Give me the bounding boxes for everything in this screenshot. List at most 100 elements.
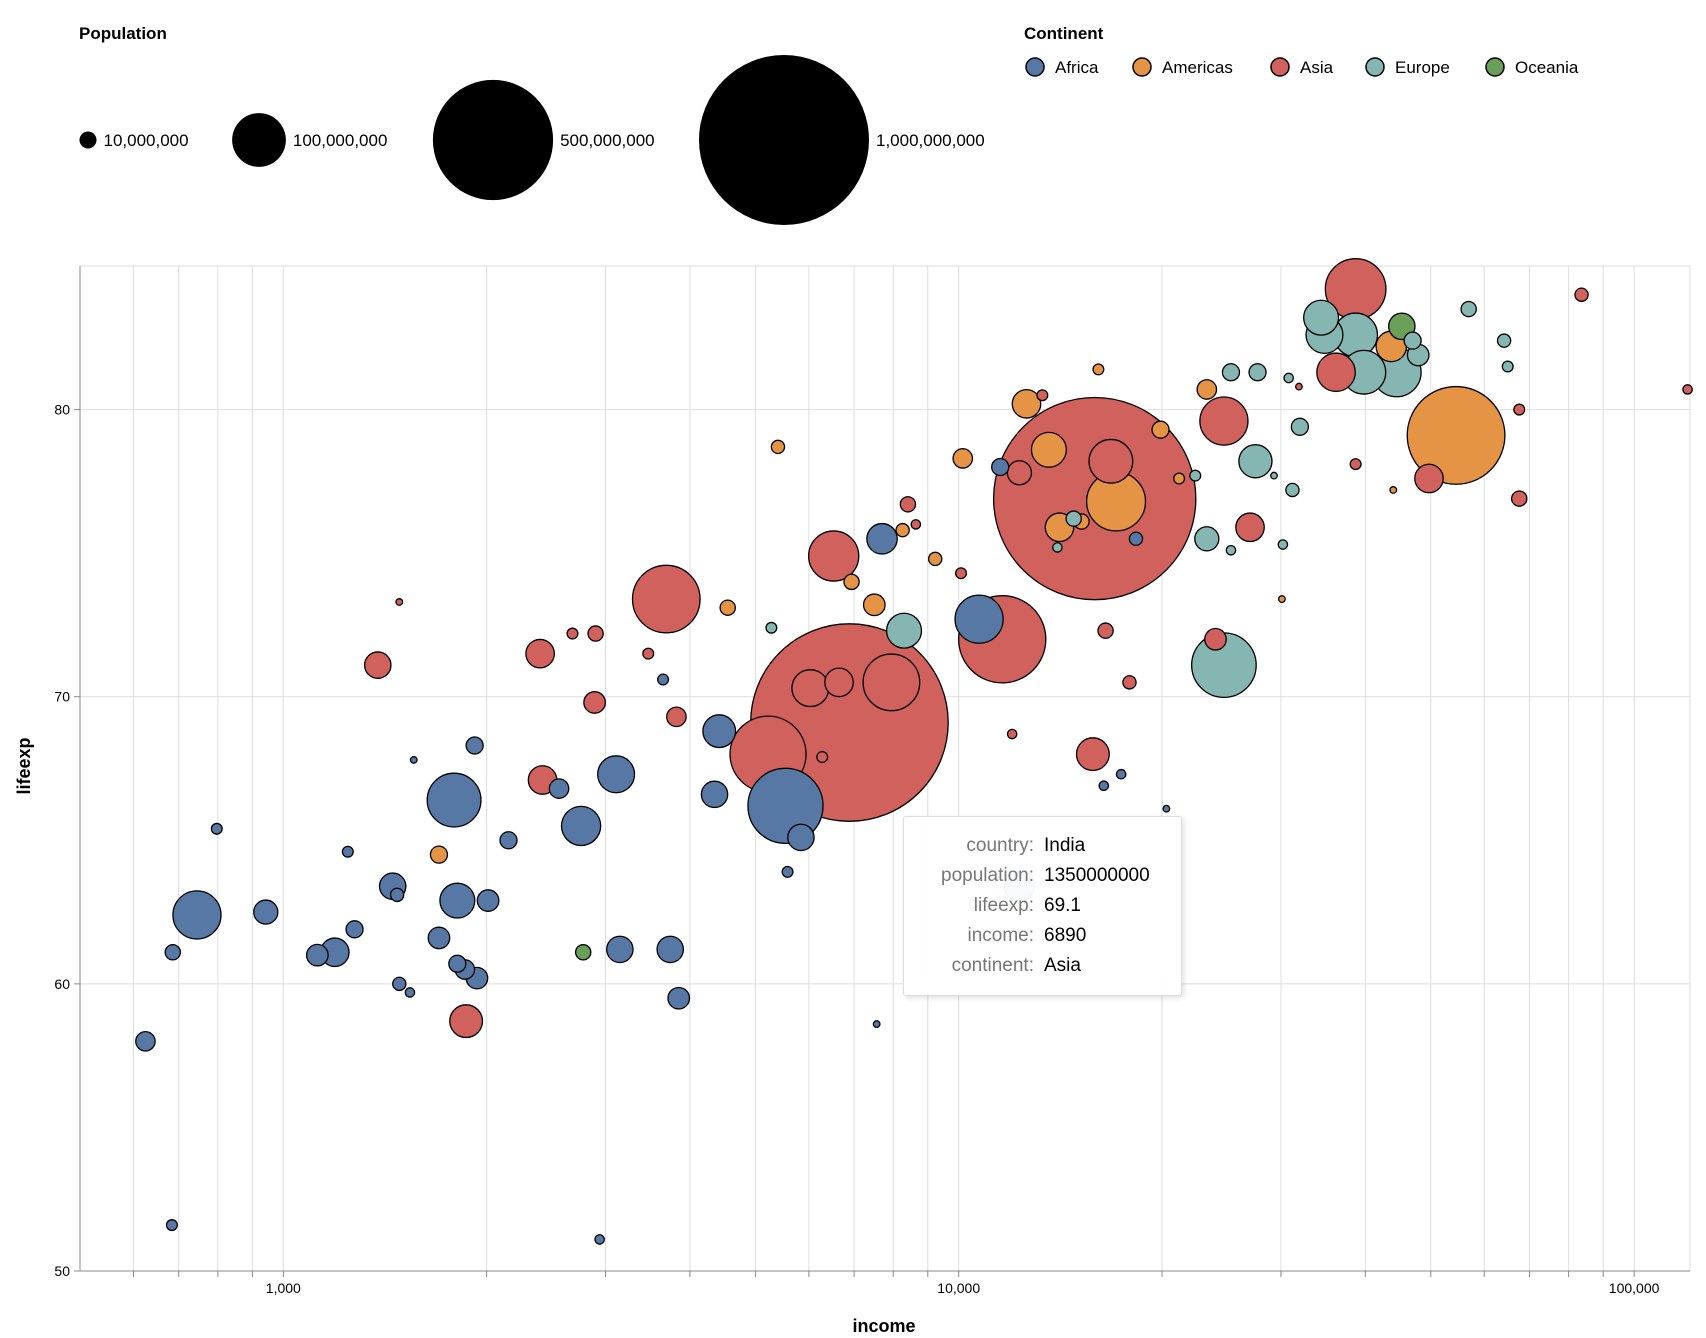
tooltip-row: income: 6890 bbox=[920, 921, 1165, 951]
bubble bbox=[1510, 490, 1528, 507]
legend-label: Americas bbox=[1162, 58, 1233, 77]
bubble bbox=[427, 926, 451, 950]
bubble bbox=[667, 986, 691, 1010]
bubble bbox=[1501, 360, 1514, 373]
bubble bbox=[392, 976, 407, 992]
bubble bbox=[910, 519, 922, 530]
bubble bbox=[1097, 622, 1114, 639]
tooltip-row: country: India bbox=[920, 831, 1165, 861]
tooltip-key: lifeexp: bbox=[973, 895, 1034, 916]
bubble bbox=[449, 1004, 484, 1039]
bubble bbox=[885, 612, 923, 649]
bubble bbox=[899, 496, 917, 513]
bubble bbox=[404, 987, 416, 998]
y-axis-title: lifeexp bbox=[14, 737, 34, 794]
bubble bbox=[862, 593, 886, 617]
bubble bbox=[606, 935, 634, 964]
bubble bbox=[363, 651, 392, 679]
bubble bbox=[426, 772, 482, 828]
legend-symbol bbox=[1485, 57, 1505, 77]
bubble bbox=[1221, 363, 1241, 382]
bubble bbox=[952, 448, 974, 469]
legend-label: Africa bbox=[1055, 58, 1099, 77]
bubble bbox=[991, 457, 1010, 477]
legend-label: Asia bbox=[1300, 58, 1334, 77]
bubble bbox=[448, 954, 467, 973]
bubble bbox=[657, 673, 670, 686]
bubble bbox=[1403, 331, 1422, 350]
bubble bbox=[499, 831, 518, 850]
size-legend-label: 1,000,000,000 bbox=[876, 131, 985, 150]
tooltip: country: India population: 1350000000 lifeex… bbox=[903, 816, 1182, 996]
bubble bbox=[954, 594, 1004, 644]
bubble bbox=[719, 599, 736, 616]
x-tick-label: 100,000 bbox=[1609, 1280, 1660, 1296]
tooltip-row: lifeexp: 69.1 bbox=[920, 891, 1165, 921]
bubble bbox=[1173, 472, 1186, 485]
bubble bbox=[1162, 804, 1171, 813]
bubble bbox=[165, 1219, 178, 1232]
bubble bbox=[1122, 675, 1137, 690]
bubble bbox=[439, 882, 476, 919]
bubble bbox=[770, 439, 786, 455]
bubble bbox=[574, 944, 592, 961]
bubble bbox=[1496, 333, 1512, 348]
bubble bbox=[1189, 469, 1202, 482]
bubble bbox=[787, 823, 815, 852]
bubble bbox=[1303, 299, 1340, 336]
bubble bbox=[1248, 363, 1267, 382]
legend-label: Europe bbox=[1395, 58, 1450, 77]
bubble bbox=[594, 1234, 605, 1245]
bubble bbox=[1088, 438, 1134, 484]
bubble bbox=[862, 653, 921, 712]
bubble bbox=[1128, 531, 1144, 547]
bubble bbox=[1389, 486, 1398, 494]
tooltip-value: 69.1 bbox=[1044, 895, 1081, 916]
bubble bbox=[1006, 460, 1033, 486]
size-legend-label: 10,000,000 bbox=[104, 131, 189, 150]
bubble bbox=[305, 943, 329, 967]
tooltip-key: population: bbox=[941, 865, 1034, 886]
bubble bbox=[566, 627, 579, 640]
bubble bbox=[1225, 544, 1237, 556]
bubble bbox=[1295, 382, 1303, 391]
tooltip-value: India bbox=[1044, 835, 1086, 856]
bubble bbox=[1065, 510, 1082, 527]
bubble bbox=[1270, 471, 1278, 480]
size-legend-symbol bbox=[432, 79, 554, 201]
bubble bbox=[1277, 539, 1289, 550]
bubble bbox=[560, 805, 602, 847]
size-legend-label: 100,000,000 bbox=[293, 131, 388, 150]
bubble bbox=[843, 573, 860, 591]
legend-label: Oceania bbox=[1515, 58, 1579, 77]
bubble bbox=[700, 780, 729, 809]
size-legend-symbol bbox=[79, 131, 97, 149]
bubble bbox=[1030, 431, 1067, 468]
bubble bbox=[345, 920, 364, 939]
x-tick-label: 1,000 bbox=[266, 1280, 301, 1296]
bubble bbox=[587, 625, 604, 642]
bubble bbox=[1316, 352, 1356, 393]
bubble bbox=[765, 621, 778, 634]
bubble bbox=[807, 530, 860, 582]
bubble bbox=[429, 845, 449, 864]
tooltip-key: country: bbox=[966, 835, 1034, 856]
bubble bbox=[791, 669, 830, 708]
bubble bbox=[1006, 728, 1018, 740]
y-tick-label: 70 bbox=[54, 689, 70, 705]
bubble bbox=[1115, 768, 1127, 780]
bubble bbox=[1283, 372, 1294, 384]
bubble bbox=[1682, 384, 1693, 395]
bubble bbox=[1349, 458, 1362, 471]
legend-symbol bbox=[1132, 57, 1152, 77]
bubble bbox=[1194, 526, 1220, 552]
bubble bbox=[1238, 444, 1273, 479]
bubble bbox=[389, 887, 405, 903]
bubble bbox=[816, 750, 829, 764]
bubble bbox=[1277, 595, 1286, 604]
size-legend-label: 500,000,000 bbox=[560, 131, 655, 150]
size-legend-title: Population bbox=[79, 24, 167, 43]
bubble bbox=[702, 714, 737, 749]
bubble bbox=[1199, 396, 1249, 446]
